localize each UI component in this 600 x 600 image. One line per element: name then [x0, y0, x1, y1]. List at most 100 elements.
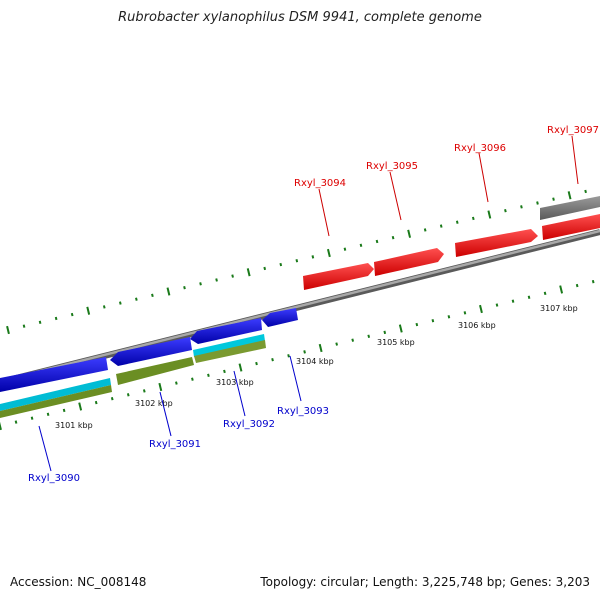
minor-tick — [471, 216, 475, 221]
minor-tick — [22, 324, 26, 328]
minor-tick — [102, 305, 106, 309]
kbp-label: 3107 kbp — [540, 304, 578, 313]
gene-label-rxyl-3090[interactable]: Rxyl_3090 — [28, 473, 80, 484]
minor-tick — [231, 274, 234, 278]
minor-tick — [439, 224, 443, 228]
kbp-label: 3105 kbp — [377, 338, 415, 347]
major-tick — [479, 304, 483, 314]
minor-tick — [279, 262, 283, 267]
minor-tick — [591, 279, 595, 284]
kbp-label: 3103 kbp — [216, 378, 254, 387]
major-tick — [78, 402, 83, 411]
map-title: Rubrobacter xylanophilus DSM 9941, compl… — [118, 10, 482, 25]
minor-tick — [215, 278, 218, 282]
minor-tick — [175, 381, 178, 385]
cds-track — [0, 334, 265, 411]
minor-tick — [520, 205, 523, 209]
minor-tick — [311, 255, 315, 259]
minor-tick — [463, 311, 467, 315]
major-tick — [246, 268, 251, 277]
kbp-label: 3101 kbp — [55, 421, 93, 430]
major-tick — [318, 343, 323, 353]
gene-label-rxyl-3093[interactable]: Rxyl_3093 — [277, 406, 329, 417]
minor-tick — [552, 197, 555, 201]
reverse-gene-labels: Rxyl_3090 Rxyl_3091 Rxyl_3092 Rxyl_3093 — [28, 355, 329, 484]
other-feature-arrow — [540, 196, 600, 220]
gene-label-rxyl-3092[interactable]: Rxyl_3092 — [223, 419, 275, 430]
minor-tick — [135, 297, 138, 301]
minor-tick — [367, 334, 371, 338]
minor-tick — [511, 299, 515, 303]
minor-tick — [30, 416, 34, 420]
gene-label-rxyl-3095[interactable]: Rxyl_3095 — [366, 161, 418, 172]
minor-tick — [504, 209, 507, 213]
gene-arrow-rxyl-3094[interactable] — [303, 263, 374, 290]
minor-tick — [543, 291, 547, 296]
minor-tick — [287, 354, 290, 358]
minor-tick — [183, 285, 186, 290]
minor-tick — [263, 266, 267, 271]
minor-tick — [375, 239, 379, 244]
major-tick — [158, 382, 163, 392]
minor-tick — [207, 373, 210, 377]
gene-label-rxyl-3096[interactable]: Rxyl_3096 — [454, 143, 506, 154]
gene-arrow-rxyl-3091[interactable] — [110, 337, 192, 366]
minor-tick — [70, 312, 74, 317]
gene-label-rxyl-3097[interactable]: Rxyl_3097 — [547, 125, 599, 136]
major-tick — [567, 191, 572, 200]
genome-summary-text: Topology: circular; Length: 3,225,748 bp… — [260, 575, 590, 589]
gene-label-rxyl-3094[interactable]: Rxyl_3094 — [294, 178, 346, 189]
accession-text: Accession: NC_008148 — [10, 575, 147, 589]
minor-tick — [38, 320, 42, 324]
major-tick — [238, 363, 243, 372]
forward-gene-arrows — [303, 214, 600, 290]
minor-tick — [303, 350, 306, 354]
inner-tick-track — [0, 279, 595, 431]
minor-tick — [415, 322, 419, 327]
minor-tick — [142, 389, 146, 393]
outer-tick-track — [6, 189, 587, 335]
minor-tick — [110, 396, 114, 401]
major-tick — [6, 325, 10, 335]
minor-tick — [126, 393, 130, 397]
minor-tick — [199, 282, 202, 286]
minor-tick — [335, 342, 339, 346]
minor-tick — [455, 220, 459, 224]
minor-tick — [536, 201, 539, 205]
minor-tick — [343, 247, 347, 251]
minor-tick — [584, 189, 587, 194]
major-tick — [487, 210, 492, 219]
kbp-label: 3102 kbp — [135, 399, 173, 408]
minor-tick — [191, 377, 194, 381]
kbp-label: 3106 kbp — [458, 321, 496, 330]
minor-tick — [431, 318, 435, 323]
minor-tick — [223, 369, 226, 374]
major-tick — [398, 324, 403, 333]
major-tick — [326, 248, 331, 258]
gene-arrow-rxyl-3097[interactable] — [542, 214, 600, 240]
gene-arrow-rxyl-3095[interactable] — [374, 248, 444, 276]
gene-label-rxyl-3091[interactable]: Rxyl_3091 — [149, 439, 201, 450]
gene-arrow-rxyl-3092[interactable] — [190, 318, 262, 344]
minor-tick — [118, 301, 122, 305]
minor-tick — [94, 400, 98, 405]
gene-arrow-rxyl-3096[interactable] — [455, 229, 538, 257]
major-tick — [86, 306, 91, 315]
minor-tick — [527, 295, 531, 299]
scale-labels: 3101 kbp 3102 kbp 3103 kbp 3104 kbp 3105… — [55, 304, 578, 430]
minor-tick — [351, 338, 355, 342]
kbp-label: 3104 kbp — [296, 357, 334, 366]
feature-track — [0, 340, 266, 418]
minor-tick — [62, 408, 66, 413]
minor-tick — [151, 293, 154, 298]
major-tick — [0, 421, 2, 431]
gene-arrow-rxyl-3090[interactable] — [0, 357, 108, 392]
minor-tick — [359, 243, 363, 248]
minor-tick — [271, 357, 274, 362]
genome-backbone — [0, 229, 600, 385]
gene-arrow-rxyl-3093[interactable] — [262, 308, 298, 327]
minor-tick — [46, 412, 50, 416]
minor-tick — [495, 303, 499, 307]
